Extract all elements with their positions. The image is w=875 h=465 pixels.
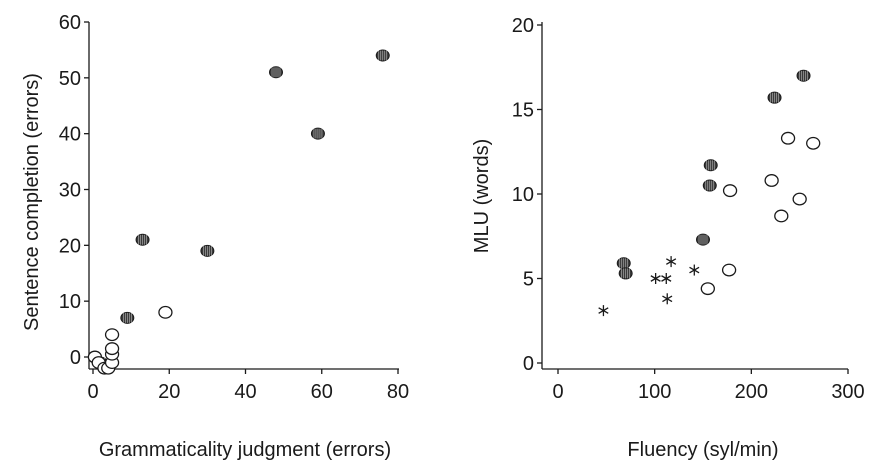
right-asterisk-point xyxy=(598,305,609,317)
left-open-point xyxy=(104,342,120,356)
left-y-tick-label: 30 xyxy=(59,180,81,202)
right-asterisk-point xyxy=(689,264,700,276)
right-open-point xyxy=(780,131,796,145)
right-open-point xyxy=(774,209,789,223)
right-filled-point xyxy=(616,257,631,270)
right-x-axis-title: Fluency (syl/min) xyxy=(627,439,778,461)
right-asterisk-point xyxy=(665,256,677,268)
left-y-axis-title: Sentence completion (errors) xyxy=(21,73,43,331)
right-y-tick-label: 15 xyxy=(512,100,534,122)
right-x-tick-label: 0 xyxy=(552,381,563,403)
right-y-tick-label: 10 xyxy=(512,184,534,206)
left-x-tick-label: 80 xyxy=(387,381,409,403)
right-open-point xyxy=(722,184,738,198)
right-open-point xyxy=(792,192,807,206)
right-open-point xyxy=(764,174,779,187)
left-x-tick-label: 20 xyxy=(158,381,180,403)
right-x-tick-label: 300 xyxy=(831,381,864,403)
right-axes xyxy=(541,22,848,370)
left-points xyxy=(87,49,390,375)
right-filled-point xyxy=(703,159,718,172)
right-open-point xyxy=(700,282,715,296)
left-filled-point xyxy=(120,311,135,324)
left-y-tick-label: 10 xyxy=(59,291,81,313)
left-x-tick-label: 60 xyxy=(311,381,333,403)
right-filled-point xyxy=(696,233,710,246)
right-open-point xyxy=(806,136,821,150)
left-x-tick-label: 0 xyxy=(87,381,98,403)
right-asterisk-point xyxy=(662,293,673,305)
left-open-point xyxy=(158,305,173,319)
right-filled-point xyxy=(767,91,782,104)
right-filled-point xyxy=(618,267,633,280)
right-filled-point xyxy=(702,179,717,192)
left-filled-point xyxy=(269,66,283,79)
right-x-tick-label: 100 xyxy=(638,381,671,403)
left-y-tick-label: 0 xyxy=(70,347,81,369)
left-y-tick-label: 50 xyxy=(59,68,81,90)
right-filled-point xyxy=(796,69,811,82)
left-x-tick-label: 40 xyxy=(234,381,256,403)
left-y-tick-label: 40 xyxy=(59,124,81,146)
left-y-tick-label: 60 xyxy=(59,12,81,34)
left-ticks: 0 10 20 30 40 50 60 0 20 40 60 80 xyxy=(59,12,409,403)
left-filled-point xyxy=(310,127,325,140)
right-asterisk-point xyxy=(661,273,672,284)
right-asterisk-point xyxy=(650,273,661,284)
left-axes xyxy=(88,22,399,370)
left-scatter-panel: 0 10 20 30 40 50 60 0 20 40 60 80 Grammaticality ju… xyxy=(21,12,409,461)
left-open-point xyxy=(104,328,120,342)
left-filled-point xyxy=(375,49,390,62)
right-y-tick-label: 0 xyxy=(523,353,534,375)
right-y-axis-title: MLU (words) xyxy=(471,139,493,253)
left-y-tick-label: 20 xyxy=(59,235,81,257)
left-filled-point xyxy=(135,233,150,246)
right-x-tick-label: 200 xyxy=(735,381,768,403)
right-points xyxy=(598,69,821,317)
right-y-tick-label: 5 xyxy=(523,269,534,291)
left-filled-point xyxy=(200,244,215,257)
left-x-axis-title: Grammaticality judgment (errors) xyxy=(99,439,391,461)
right-y-tick-label: 20 xyxy=(512,15,534,37)
right-open-point xyxy=(721,263,737,277)
